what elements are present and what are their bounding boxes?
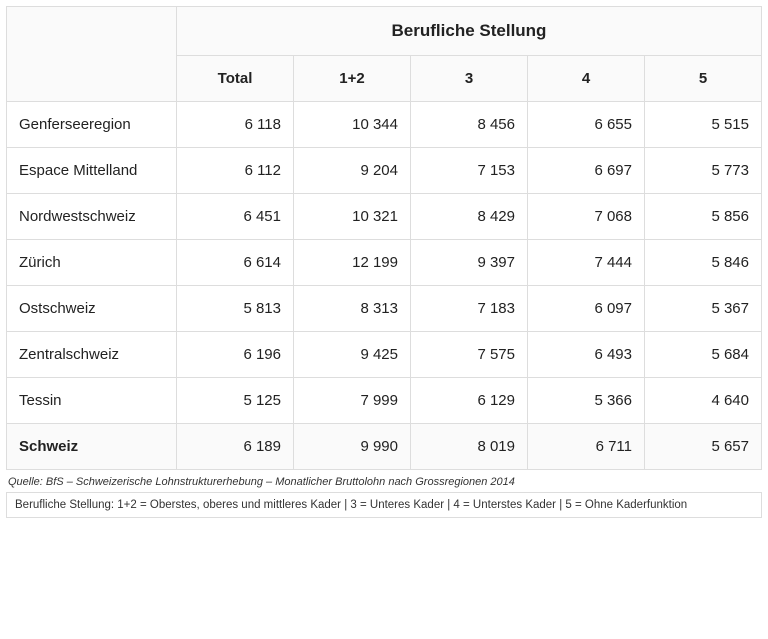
salary-table: Berufliche Stellung Total 1+2 3 4 5 Genf…: [6, 6, 762, 470]
cell-value: 4 640: [645, 378, 762, 424]
cell-value: 8 456: [411, 102, 528, 148]
col-header: 1+2: [294, 56, 411, 102]
cell-value: 6 697: [528, 148, 645, 194]
cell-value: 7 153: [411, 148, 528, 194]
cell-value: 8 313: [294, 286, 411, 332]
cell-value: 9 990: [294, 424, 411, 470]
col-header: 5: [645, 56, 762, 102]
table-row: Schweiz6 1899 9908 0196 7115 657: [7, 424, 762, 470]
cell-value: 7 068: [528, 194, 645, 240]
legend-note: Berufliche Stellung: 1+2 = Oberstes, obe…: [6, 492, 762, 518]
cell-value: 7 575: [411, 332, 528, 378]
cell-value: 6 451: [177, 194, 294, 240]
cell-value: 6 655: [528, 102, 645, 148]
cell-value: 9 425: [294, 332, 411, 378]
cell-value: 12 199: [294, 240, 411, 286]
cell-value: 5 657: [645, 424, 762, 470]
row-label: Zentralschweiz: [7, 332, 177, 378]
row-label: Genferseeregion: [7, 102, 177, 148]
cell-value: 5 366: [528, 378, 645, 424]
table-container: Berufliche Stellung Total 1+2 3 4 5 Genf…: [6, 6, 762, 518]
cell-value: 6 614: [177, 240, 294, 286]
cell-value: 5 773: [645, 148, 762, 194]
cell-value: 9 204: [294, 148, 411, 194]
table-row: Espace Mittelland6 1129 2047 1536 6975 7…: [7, 148, 762, 194]
table-row: Zentralschweiz6 1969 4257 5756 4935 684: [7, 332, 762, 378]
cell-value: 5 515: [645, 102, 762, 148]
cell-value: 9 397: [411, 240, 528, 286]
table-row: Nordwestschweiz6 45110 3218 4297 0685 85…: [7, 194, 762, 240]
cell-value: 5 813: [177, 286, 294, 332]
header-group: Berufliche Stellung: [177, 7, 762, 56]
table-body: Genferseeregion6 11810 3448 4566 6555 51…: [7, 102, 762, 470]
cell-value: 7 999: [294, 378, 411, 424]
source-note: Quelle: BfS – Schweizerische Lohnstruktu…: [6, 470, 762, 492]
row-label: Nordwestschweiz: [7, 194, 177, 240]
row-label: Zürich: [7, 240, 177, 286]
cell-value: 5 846: [645, 240, 762, 286]
cell-value: 7 183: [411, 286, 528, 332]
cell-value: 6 112: [177, 148, 294, 194]
cell-value: 10 344: [294, 102, 411, 148]
col-header: 3: [411, 56, 528, 102]
cell-value: 8 019: [411, 424, 528, 470]
cell-value: 5 684: [645, 332, 762, 378]
cell-value: 6 196: [177, 332, 294, 378]
table-row: Zürich6 61412 1999 3977 4445 846: [7, 240, 762, 286]
row-label: Tessin: [7, 378, 177, 424]
table-row: Tessin5 1257 9996 1295 3664 640: [7, 378, 762, 424]
row-label: Schweiz: [7, 424, 177, 470]
cell-value: 10 321: [294, 194, 411, 240]
table-row: Genferseeregion6 11810 3448 4566 6555 51…: [7, 102, 762, 148]
cell-value: 6 493: [528, 332, 645, 378]
cell-value: 6 118: [177, 102, 294, 148]
cell-value: 5 367: [645, 286, 762, 332]
header-blank: [7, 7, 177, 102]
cell-value: 6 189: [177, 424, 294, 470]
cell-value: 5 125: [177, 378, 294, 424]
cell-value: 8 429: [411, 194, 528, 240]
table-row: Ostschweiz5 8138 3137 1836 0975 367: [7, 286, 762, 332]
col-header: 4: [528, 56, 645, 102]
row-label: Espace Mittelland: [7, 148, 177, 194]
cell-value: 6 097: [528, 286, 645, 332]
col-header: Total: [177, 56, 294, 102]
cell-value: 6 711: [528, 424, 645, 470]
row-label: Ostschweiz: [7, 286, 177, 332]
cell-value: 7 444: [528, 240, 645, 286]
cell-value: 5 856: [645, 194, 762, 240]
cell-value: 6 129: [411, 378, 528, 424]
table-header: Berufliche Stellung Total 1+2 3 4 5: [7, 7, 762, 102]
